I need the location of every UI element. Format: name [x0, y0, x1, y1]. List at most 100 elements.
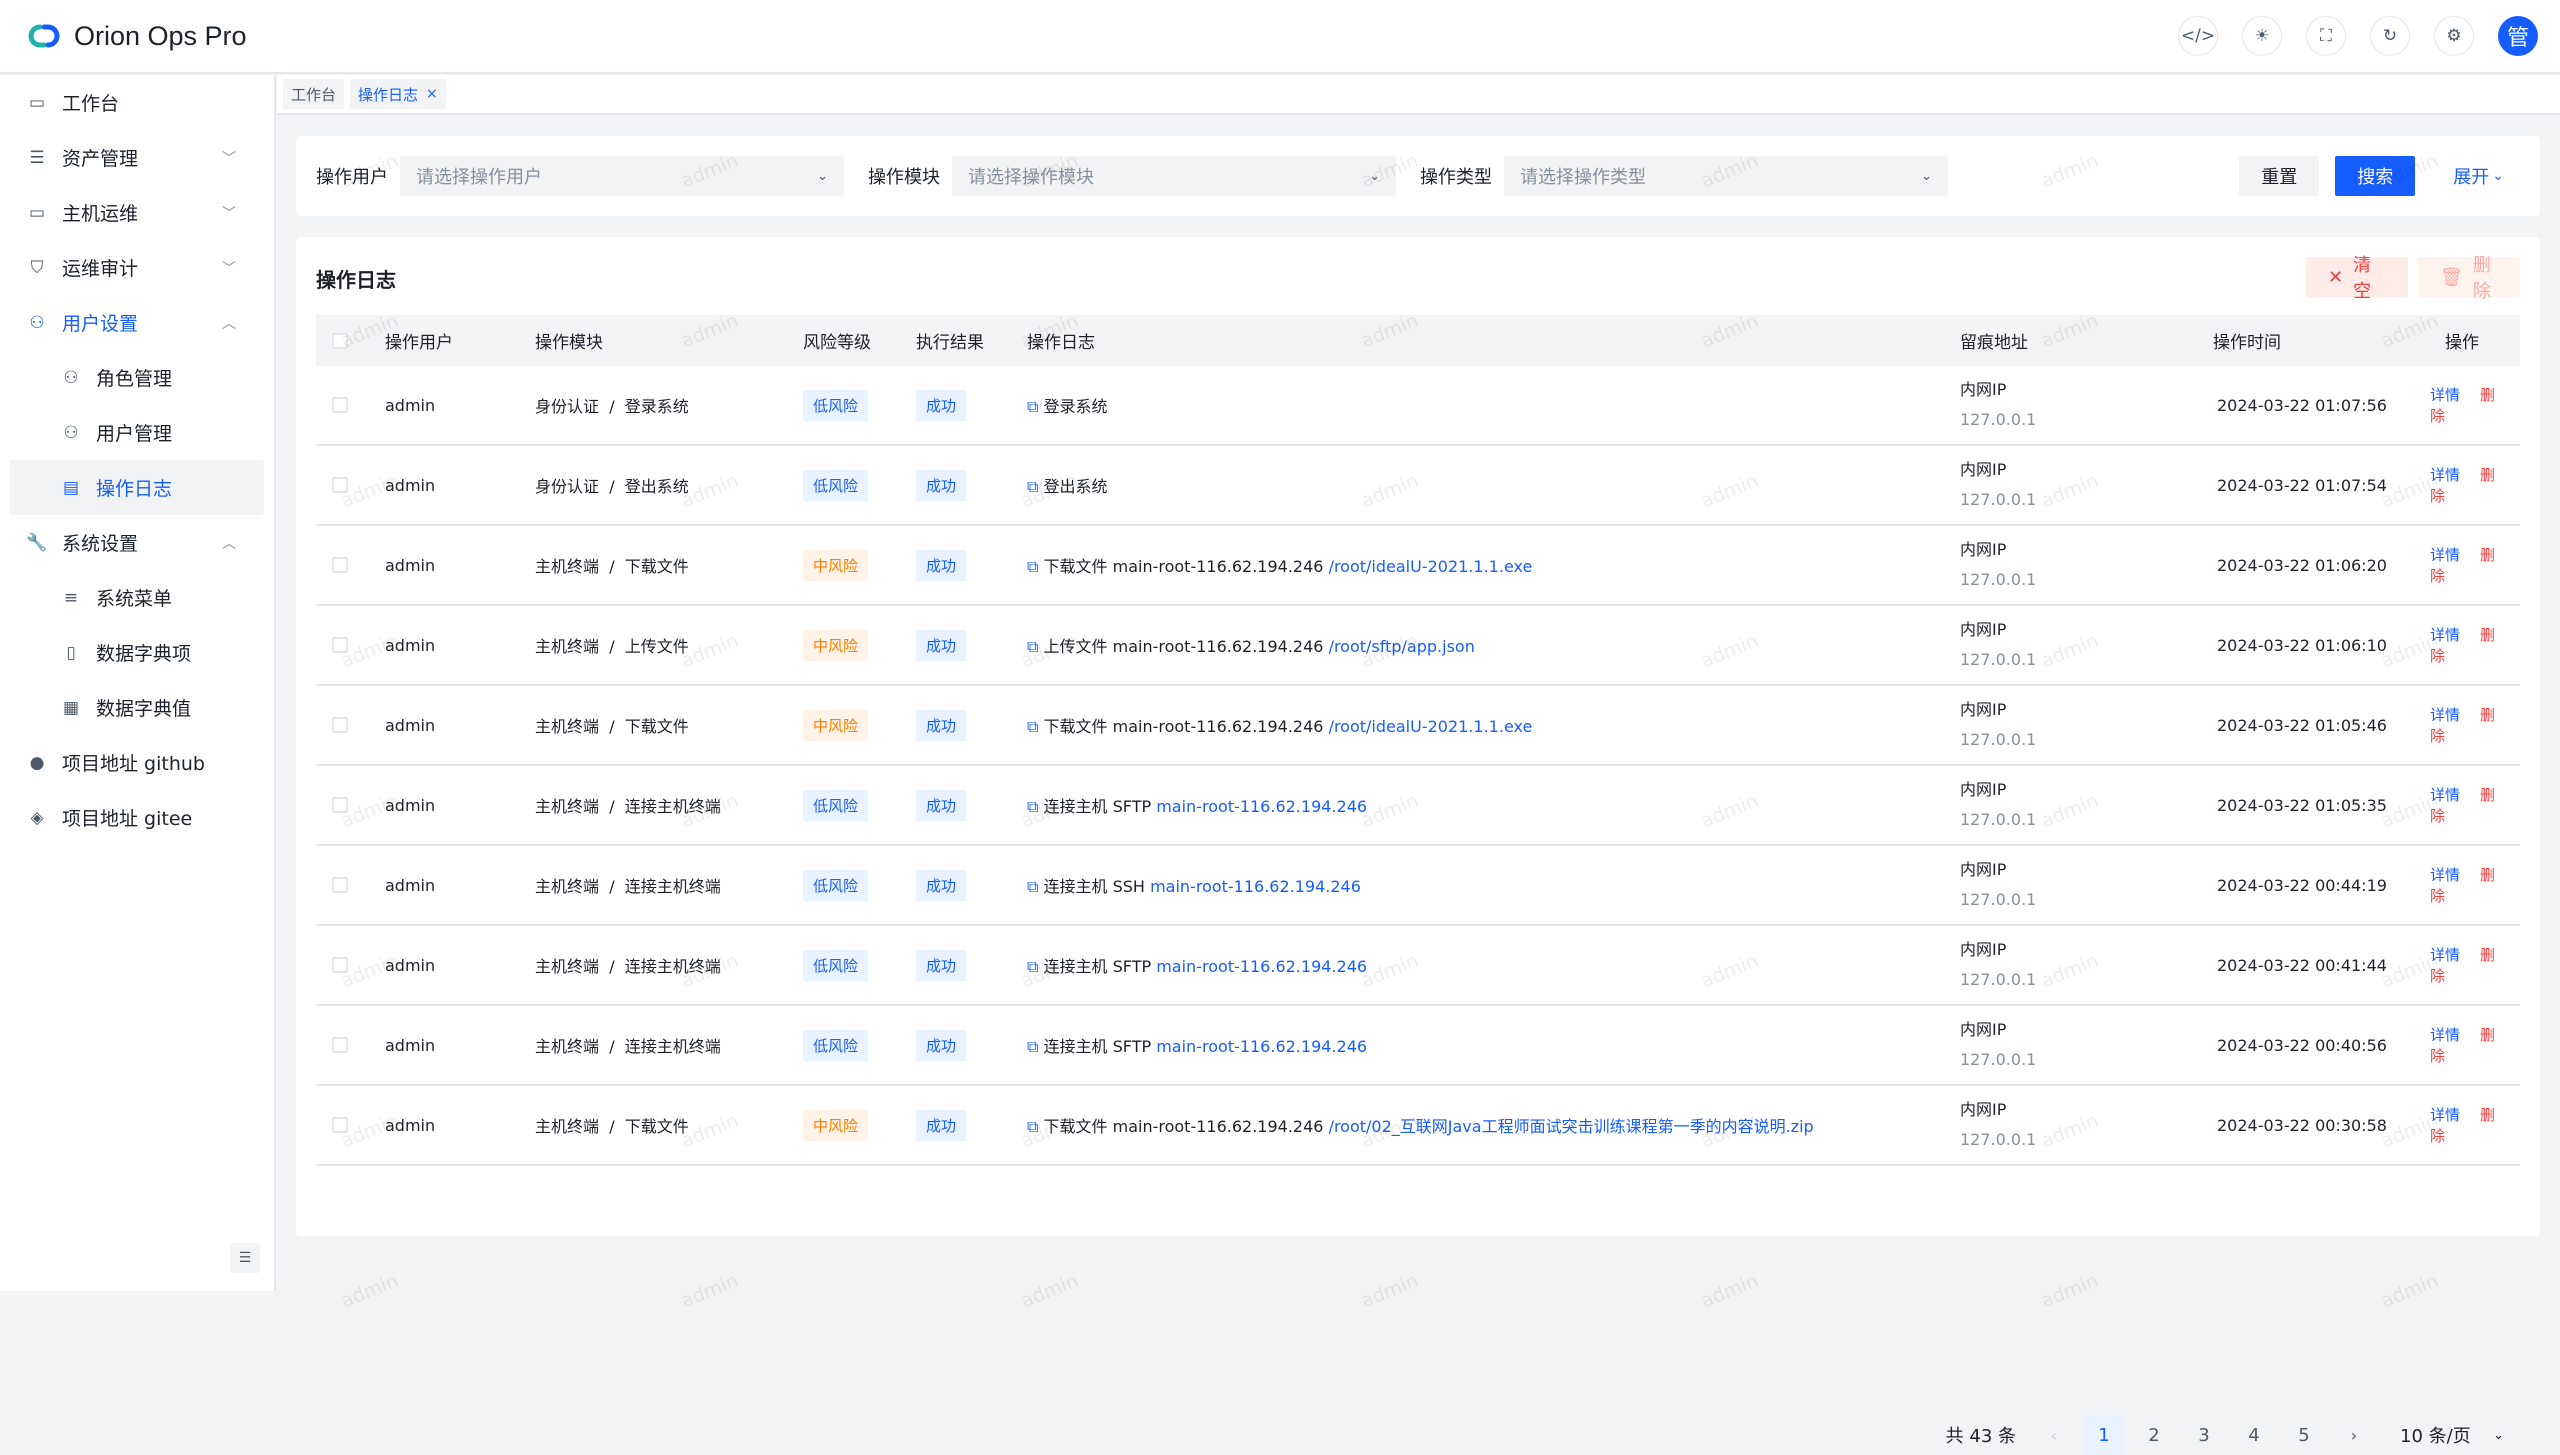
fullscreen-icon[interactable]: ⛶: [2306, 16, 2346, 56]
reset-button[interactable]: 重置: [2239, 156, 2320, 196]
log-link[interactable]: /root/idealU-2021.1.1.exe: [1328, 557, 1533, 576]
delete-link[interactable]: 删除: [2430, 1026, 2496, 1065]
row-checkbox[interactable]: [332, 1117, 348, 1133]
collapse-sidebar-icon[interactable]: ☰: [230, 1243, 260, 1273]
row-checkbox[interactable]: [332, 957, 348, 973]
copy-icon[interactable]: ⧉: [1027, 1117, 1039, 1136]
page-size-select[interactable]: 10 条/页 ⌄: [2384, 1415, 2520, 1455]
delete-link[interactable]: 删除: [2430, 706, 2496, 745]
copy-icon[interactable]: ⧉: [1027, 717, 1039, 736]
delete-link[interactable]: 删除: [2430, 386, 2496, 425]
page-button[interactable]: 4: [2248, 1424, 2260, 1446]
logo[interactable]: Orion Ops Pro: [24, 21, 247, 52]
row-checkbox[interactable]: [332, 717, 348, 733]
sidebar-item[interactable]: ⚇ 用户设置 ︿: [0, 295, 274, 350]
sidebar-item[interactable]: ◈ 项目地址 gitee: [0, 790, 274, 845]
sidebar-item[interactable]: ▭ 主机运维 ﹀: [0, 185, 274, 240]
select-all-checkbox[interactable]: [332, 332, 348, 349]
detail-link[interactable]: 详情: [2430, 546, 2461, 564]
expand-button[interactable]: 展开 ⌄: [2431, 156, 2526, 196]
copy-icon[interactable]: ⧉: [1027, 797, 1039, 816]
sidebar-item[interactable]: ⚇ 角色管理: [0, 350, 274, 405]
server-icon: ☰: [29, 147, 45, 168]
log-link[interactable]: main-root-116.62.194.246: [1156, 797, 1368, 816]
detail-link[interactable]: 详情: [2430, 866, 2461, 884]
log-link[interactable]: /root/sftp/app.json: [1328, 637, 1475, 656]
top-header: Orion Ops Pro </> ☀ ⛶ ↻ ⚙ 管: [0, 0, 2560, 74]
module-cell: 主机终端 / 连接主机终端: [535, 877, 721, 896]
address-cell: 内网IP 127.0.0.1: [1960, 455, 2036, 515]
delete-link[interactable]: 删除: [2430, 786, 2496, 825]
ip-label: 内网IP: [1960, 620, 2007, 639]
log-link[interactable]: /root/idealU-2021.1.1.exe: [1328, 717, 1533, 736]
row-checkbox[interactable]: [332, 877, 348, 893]
row-checkbox[interactable]: [332, 797, 348, 813]
log-link[interactable]: main-root-116.62.194.246: [1150, 877, 1361, 896]
sidebar-item[interactable]: ☰ 资产管理 ﹀: [0, 130, 274, 185]
detail-link[interactable]: 详情: [2430, 706, 2461, 724]
user-select[interactable]: 请选择操作用户 ⌄: [400, 156, 844, 196]
search-button[interactable]: 搜索: [2335, 156, 2416, 196]
page-button[interactable]: 2: [2148, 1424, 2160, 1446]
clear-button[interactable]: ✕ 清空: [2306, 255, 2408, 302]
copy-icon[interactable]: ⧉: [1027, 397, 1039, 416]
sidebar-item[interactable]: ≡ 系统菜单: [0, 570, 274, 625]
detail-link[interactable]: 详情: [2430, 946, 2461, 964]
action: 连接主机终端: [624, 1037, 721, 1056]
row-checkbox[interactable]: [332, 397, 348, 413]
settings-gear-icon[interactable]: ⚙: [2434, 16, 2474, 56]
detail-link[interactable]: 详情: [2430, 466, 2461, 484]
sidebar-item[interactable]: ▦ 数据字典值: [0, 680, 274, 735]
result-tag: 成功: [916, 469, 967, 501]
detail-link[interactable]: 详情: [2430, 1106, 2461, 1124]
sidebar-item[interactable]: 🔧 系统设置 ︿: [0, 515, 274, 570]
delete-link[interactable]: 删除: [2430, 866, 2496, 905]
log-link[interactable]: main-root-116.62.194.246: [1156, 1037, 1368, 1056]
row-checkbox[interactable]: [332, 1037, 348, 1053]
row-checkbox[interactable]: [332, 557, 348, 573]
copy-icon[interactable]: ⧉: [1027, 557, 1039, 576]
copy-icon[interactable]: ⧉: [1027, 877, 1039, 896]
sidebar-item[interactable]: ▭ 工作台: [0, 75, 274, 130]
delete-link[interactable]: 删除: [2430, 1106, 2496, 1145]
module: 主机终端: [535, 957, 600, 976]
delete-link[interactable]: 删除: [2430, 546, 2496, 585]
refresh-icon[interactable]: ↻: [2370, 16, 2410, 56]
detail-link[interactable]: 详情: [2430, 786, 2461, 804]
row-checkbox[interactable]: [332, 637, 348, 653]
user-cell: admin: [385, 635, 436, 655]
code-icon[interactable]: </>: [2178, 16, 2218, 56]
detail-link[interactable]: 详情: [2430, 626, 2461, 644]
copy-icon[interactable]: ⧉: [1027, 1037, 1039, 1056]
page-button[interactable]: 3: [2198, 1424, 2210, 1446]
sidebar-item[interactable]: ⛉ 运维审计 ﹀: [0, 240, 274, 295]
delete-link[interactable]: 删除: [2430, 466, 2496, 505]
module-select[interactable]: 请选择操作模块 ⌄: [952, 156, 1396, 196]
page-button[interactable]: 1: [2084, 1415, 2124, 1455]
tab-operation-log[interactable]: 操作日志 ×: [350, 79, 446, 109]
type-select[interactable]: 请选择操作类型 ⌄: [1504, 156, 1948, 196]
sidebar-item[interactable]: ⚇ 用户管理: [0, 405, 274, 460]
log-link[interactable]: /root/02_互联网Java工程师面试突击训练课程第一季的内容说明.zip: [1328, 1117, 1814, 1136]
prev-page-icon[interactable]: ‹: [2050, 1425, 2058, 1445]
detail-link[interactable]: 详情: [2430, 1026, 2461, 1044]
close-icon[interactable]: ×: [426, 86, 438, 102]
sidebar-item[interactable]: ▯ 数据字典项: [0, 625, 274, 680]
row-checkbox[interactable]: [332, 477, 348, 493]
delete-link[interactable]: 删除: [2430, 946, 2496, 985]
page-button[interactable]: 5: [2298, 1424, 2310, 1446]
copy-icon[interactable]: ⧉: [1027, 637, 1039, 656]
tab-workbench[interactable]: 工作台: [283, 79, 345, 109]
next-page-icon[interactable]: ›: [2350, 1425, 2358, 1445]
theme-sun-icon[interactable]: ☀: [2242, 16, 2282, 56]
user-cell: admin: [385, 955, 436, 975]
sidebar-item[interactable]: ● 项目地址 github: [0, 735, 274, 790]
copy-icon[interactable]: ⧉: [1027, 957, 1039, 976]
copy-icon[interactable]: ⧉: [1027, 477, 1039, 496]
log-link[interactable]: main-root-116.62.194.246: [1156, 957, 1368, 976]
delete-link[interactable]: 删除: [2430, 626, 2496, 665]
sidebar-item[interactable]: ▤ 操作日志: [10, 460, 264, 515]
avatar[interactable]: 管: [2498, 16, 2538, 56]
detail-link[interactable]: 详情: [2430, 386, 2461, 404]
module-cell: 身份认证 / 登录系统: [535, 397, 689, 416]
